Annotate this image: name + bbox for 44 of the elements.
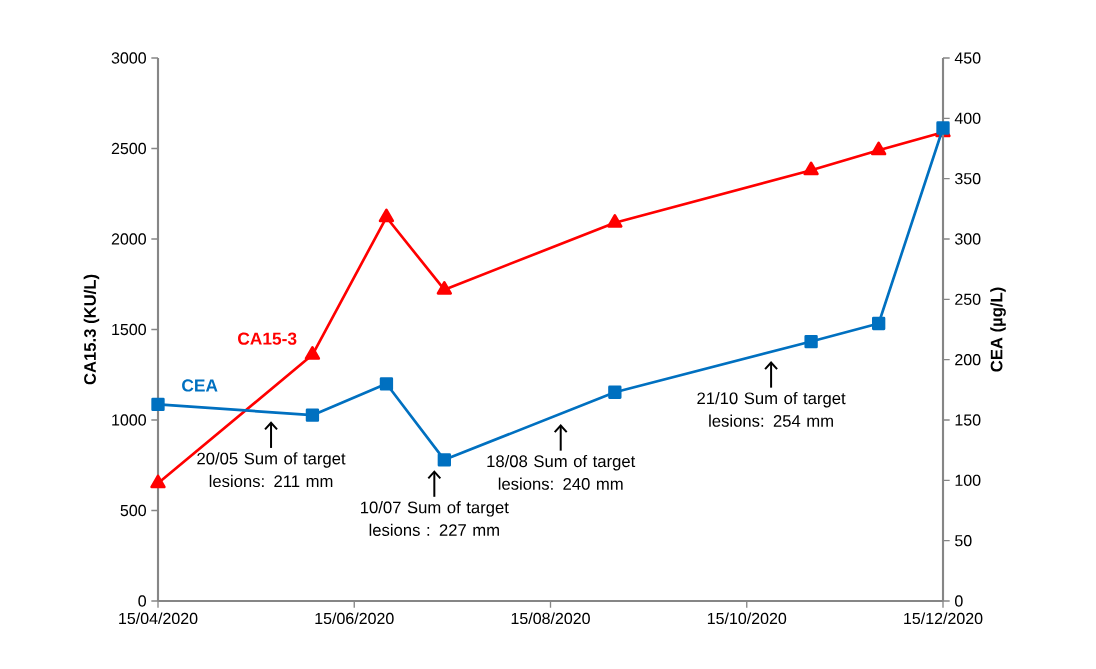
point <box>803 161 819 176</box>
x-tick-label: 15/10/2020 <box>707 612 787 625</box>
y2-tick-label: 250 <box>955 293 981 305</box>
x-tick-label: 15/06/2020 <box>315 612 394 625</box>
x-tick-label: 15/12/2020 <box>904 612 983 625</box>
annotation: 20/05 Sum of target lesions: 211 mm <box>197 452 346 488</box>
y-tick-label: 3000 <box>111 52 146 64</box>
point <box>304 346 321 360</box>
point <box>151 397 165 411</box>
point <box>607 214 623 228</box>
y2-tick-label: 0 <box>955 595 963 607</box>
y-tick-label: 1500 <box>112 323 146 336</box>
point <box>378 208 395 223</box>
annotation: 10/07 Sum of target lesions : 227 mm <box>361 501 509 536</box>
y2-tick-label: 450 <box>954 52 981 64</box>
y2-axis-title: CEA (µg/L) <box>990 287 1006 372</box>
y-tick-label: 2500 <box>111 142 146 155</box>
series-label: CA15-3 <box>238 332 297 345</box>
y2-tick-label: 100 <box>955 474 981 486</box>
point <box>379 377 394 391</box>
point <box>437 453 452 467</box>
point <box>436 281 453 295</box>
annotation: 21/10 Sum of target lesions: 254 mm <box>697 391 846 427</box>
y-tick-label: 2000 <box>111 233 146 245</box>
point <box>608 385 622 399</box>
y-axis-title: CA15.3 (KU/L) <box>83 274 100 385</box>
y-tick-label: 500 <box>120 504 146 517</box>
y2-tick-label: 50 <box>955 535 972 547</box>
y2-tick-label: 350 <box>954 173 981 185</box>
annotation: 18/08 Sum of target lesions: 240 mm <box>487 454 636 490</box>
point <box>871 316 886 331</box>
y-tick-label: 1000 <box>112 414 146 426</box>
x-tick-label: 15/04/2020 <box>119 612 198 625</box>
y2-tick-label: 300 <box>954 233 981 245</box>
y-tick-label: 0 <box>138 595 147 607</box>
x-tick-label: 15/08/2020 <box>511 612 590 625</box>
y2-tick-label: 150 <box>955 414 981 426</box>
series-label: CEA <box>182 379 218 392</box>
y2-tick-label: 200 <box>955 354 981 366</box>
point <box>150 474 166 489</box>
point <box>804 334 818 349</box>
y2-tick-label: 400 <box>954 112 981 124</box>
point <box>305 408 320 422</box>
point <box>870 141 887 156</box>
